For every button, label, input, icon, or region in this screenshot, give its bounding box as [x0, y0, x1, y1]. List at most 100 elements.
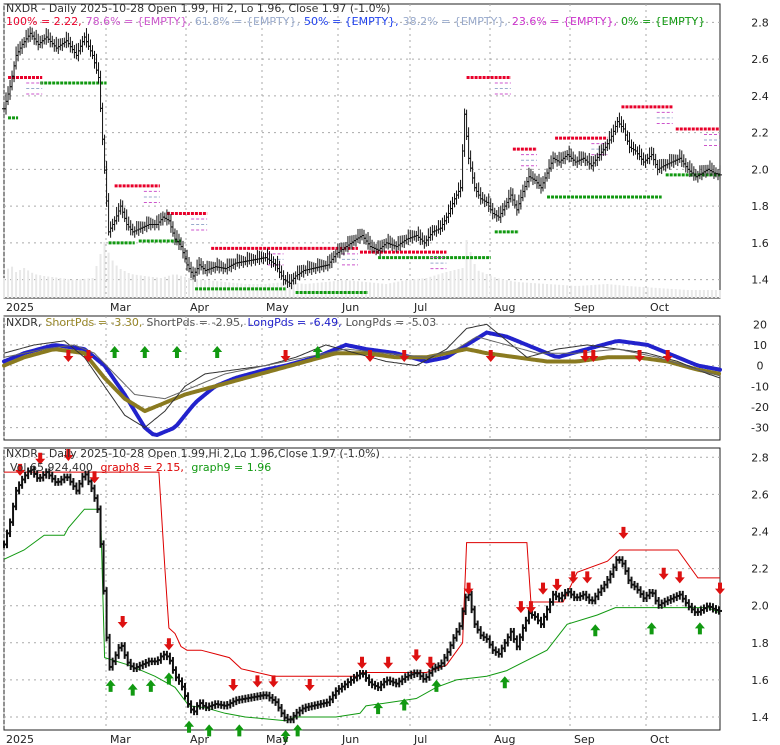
price-month-label: Aug: [494, 301, 515, 314]
trend-ytick: 2.4: [751, 525, 769, 538]
buy-arrow: [694, 622, 705, 635]
volume-bar: [276, 282, 279, 298]
sell-arrow: [228, 679, 239, 692]
price-frame: [3, 3, 721, 299]
volume-bar: [566, 285, 569, 298]
volume-bar: [562, 285, 565, 298]
buy-arrow: [145, 679, 156, 692]
trend-ytick: 1.8: [751, 637, 769, 650]
trend-ytick: 2.2: [751, 563, 769, 576]
volume-bar: [268, 283, 271, 298]
price-ytick: 1.8: [751, 200, 769, 213]
volume-bar: [63, 278, 66, 298]
buy-arrow: [204, 724, 215, 737]
volume-bar: [429, 276, 432, 298]
sell-arrow: [463, 582, 474, 595]
volume-bar: [513, 281, 516, 298]
volume-bar: [650, 287, 653, 298]
graph8-label: graph8 = 2.15,: [100, 461, 183, 474]
volume-bar: [602, 284, 605, 298]
volume-bar: [719, 290, 721, 298]
trend-month-label: Apr: [190, 733, 210, 745]
trend-ytick: 2.8: [751, 451, 769, 464]
volume-bar: [373, 282, 376, 298]
volume-bar: [252, 284, 255, 298]
sell-arrow: [117, 615, 128, 628]
buy-arrow: [431, 679, 442, 692]
momentum-ytick: -20: [751, 401, 769, 414]
volume-bar: [485, 274, 488, 298]
volume-bar: [163, 276, 166, 298]
sell-arrow: [252, 675, 263, 688]
sell-arrow: [658, 567, 669, 580]
volume-bar: [425, 278, 428, 298]
sell-arrow: [35, 452, 46, 465]
price-ytick: 1.4: [751, 274, 769, 287]
price-month-label: 2025: [6, 301, 34, 314]
sell-arrow: [63, 350, 74, 362]
price-month-label: Sep: [574, 301, 595, 314]
volume-bar: [15, 272, 18, 298]
sell-arrow: [582, 571, 593, 584]
volume-bar: [690, 290, 693, 298]
volume-bar: [457, 269, 460, 298]
volume-bar: [517, 282, 520, 298]
volume-bar: [91, 278, 94, 298]
volume-bar: [67, 279, 70, 298]
volume-bar: [159, 278, 162, 298]
volume-bar: [365, 282, 368, 298]
sell-arrow: [83, 350, 94, 362]
volume-bar: [409, 279, 412, 298]
volume-bar: [103, 242, 106, 298]
volume-bar: [123, 271, 126, 298]
volume-bar: [356, 281, 359, 298]
buy-arrow: [280, 730, 291, 742]
trend-month-label: Oct: [650, 733, 670, 745]
volume-bar: [324, 282, 327, 298]
volume-bar: [352, 280, 355, 298]
momentum-ytick: 10: [753, 339, 767, 352]
volume-bar: [421, 278, 424, 298]
momentum-ytick: -30: [751, 422, 769, 435]
volume-bar: [175, 274, 178, 298]
volume-bar: [23, 268, 26, 298]
volume-bar: [43, 276, 46, 298]
volume-bar: [413, 279, 416, 298]
buy-arrow: [171, 346, 182, 358]
volume-bar: [292, 282, 295, 298]
momentum-series-1: [2, 347, 722, 414]
price-month-label: Apr: [190, 301, 210, 314]
momentum-series-3: [3, 336, 721, 400]
buy-arrow: [109, 346, 120, 358]
trend-panel: 1.4 1.6 1.8 2.0 2.2 2.4 2.6 2.8 2025 Mar Apr May Jun…: [3, 447, 769, 745]
volume-bar: [441, 273, 444, 298]
volume-bar: [71, 279, 74, 298]
volume-bar: [95, 266, 98, 298]
price-ytick: 1.6: [751, 237, 769, 250]
buy-arrow: [499, 676, 510, 689]
volume-bar: [694, 290, 697, 298]
sell-arrow: [588, 350, 599, 362]
volume-bar: [151, 277, 154, 298]
volume-bar: [682, 289, 685, 298]
volume-bar: [55, 277, 58, 298]
volume-bar: [489, 275, 492, 298]
volume-bar: [618, 285, 621, 298]
price-month-label: Oct: [650, 301, 670, 314]
trend-month-label: Sep: [574, 733, 595, 745]
volume-bar: [505, 280, 508, 298]
sell-arrow: [280, 350, 291, 362]
volume-bar: [654, 287, 657, 298]
fib-legend-entry: 23.6% = {EMPTY},: [512, 15, 617, 28]
price-ytick: 2.2: [751, 127, 769, 140]
price-month-label: Jun: [341, 301, 359, 314]
volume-bar: [610, 284, 613, 298]
volume-bar: [449, 271, 452, 298]
volume-bar: [111, 260, 114, 298]
volume-bar: [240, 283, 243, 298]
volume-bar: [658, 288, 661, 298]
volume-bar: [35, 274, 38, 298]
volume-bar: [47, 276, 50, 298]
buy-arrow: [163, 672, 174, 685]
volume-bar: [574, 285, 577, 298]
